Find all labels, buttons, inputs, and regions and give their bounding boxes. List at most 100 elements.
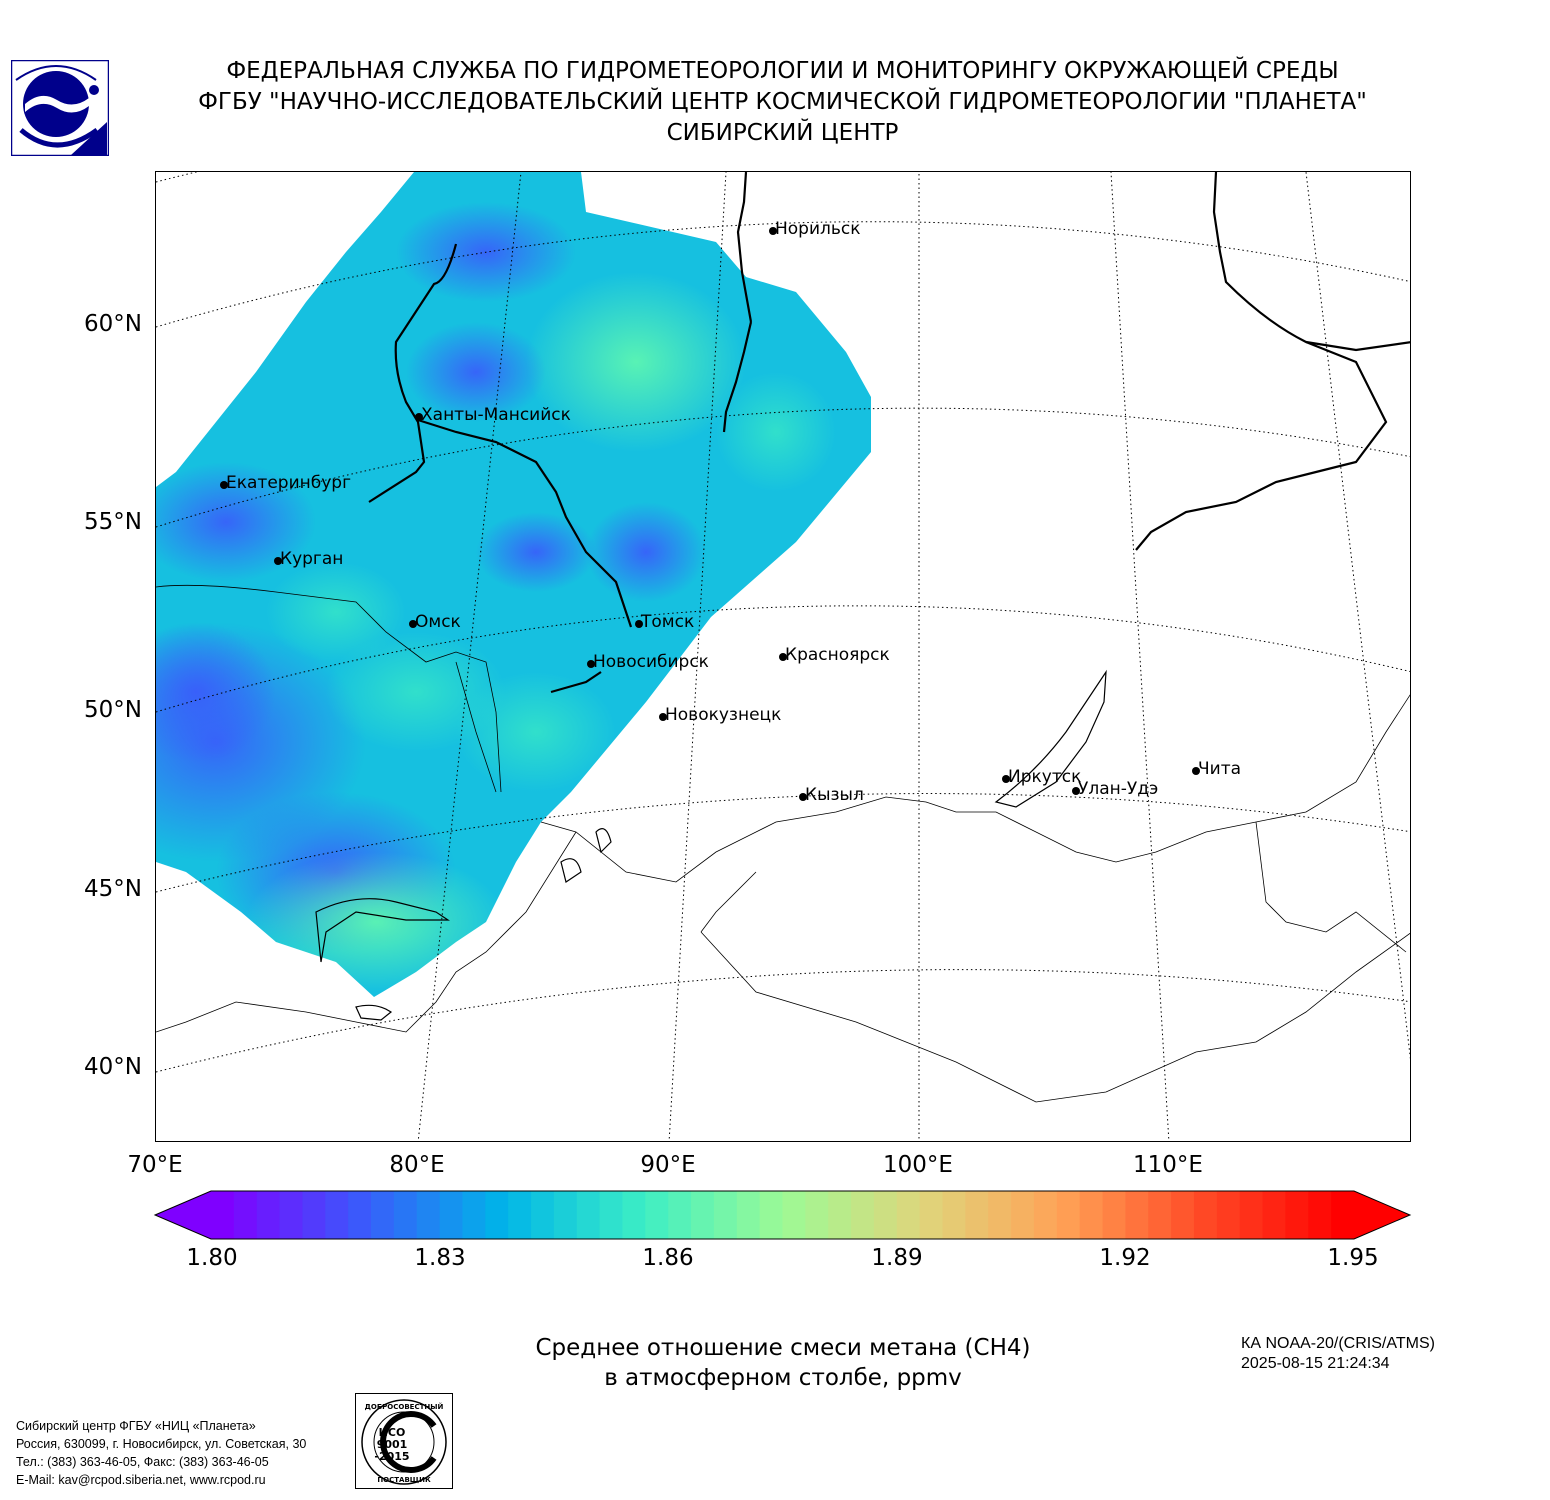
- satellite-name: КА NOAA-20/(CRIS/ATMS): [1241, 1335, 1435, 1352]
- iso-line-3: -2015: [374, 1450, 409, 1463]
- city-kurgan: Курган: [274, 549, 344, 569]
- city-label: Красноярск: [785, 645, 890, 665]
- colorbar-extend-min: [155, 1191, 211, 1239]
- colorbar-cell: [599, 1191, 624, 1239]
- colorbar-cell: [668, 1191, 692, 1239]
- footer-line-1: Сибирский центр ФГБУ «НИЦ «Планета»: [16, 1419, 256, 1433]
- city-tomsk: Томск: [635, 612, 694, 632]
- lat-label-60: 60°N: [84, 311, 142, 337]
- iso-line-1: ИСО: [379, 1426, 406, 1439]
- colorbar-cell: [851, 1191, 875, 1239]
- city-marker: [415, 413, 423, 421]
- iso-line-2: 9001: [377, 1438, 408, 1451]
- colorbar-cell: [622, 1191, 646, 1239]
- lon-label-90: 90°E: [640, 1152, 696, 1178]
- rivers: [368, 172, 1410, 694]
- lon-label-80: 80°E: [389, 1152, 445, 1178]
- methane-map: [155, 171, 1411, 1142]
- colorbar-cell: [736, 1191, 761, 1239]
- city-marker: [274, 557, 282, 565]
- footer-line-3: Тел.: (383) 363-46-05, Факс: (383) 363-4…: [16, 1455, 269, 1469]
- city-marker: [1002, 775, 1010, 783]
- city-marker: [409, 620, 417, 628]
- colorbar-cell: [1331, 1191, 1355, 1239]
- lat-label-40: 40°N: [84, 1054, 142, 1080]
- city-marker: [1072, 787, 1080, 795]
- city-label: Омск: [415, 612, 461, 632]
- city-label: Иркутск: [1008, 767, 1082, 787]
- colorbar-cell: [371, 1191, 395, 1239]
- colorbar-cell: [462, 1191, 486, 1239]
- city-novosibirsk: Новосибирск: [587, 652, 709, 672]
- colorbar-cell: [1285, 1191, 1309, 1239]
- city-kyzyl: Кызыл: [799, 785, 864, 805]
- colorbar-extend-max: [1354, 1191, 1410, 1239]
- borders: [156, 584, 1410, 1103]
- caption-line-1: Среднее отношение смеси метана (CH4): [535, 1335, 1031, 1361]
- colorbar-cell: [1171, 1191, 1195, 1239]
- city-marker: [220, 481, 228, 489]
- footer-line-2: Россия, 630099, г. Новосибирск, ул. Сове…: [16, 1437, 307, 1451]
- colorbar-cell: [325, 1191, 349, 1239]
- satellite-info: КА NOAA-20/(CRIS/ATMS) 2025-08-15 21:24:…: [1241, 1334, 1435, 1374]
- colorbar-cell: [759, 1191, 784, 1239]
- colorbar-cell: [713, 1191, 738, 1239]
- iso-bottom-text: ПОСТАВЩИК: [377, 1476, 431, 1484]
- colorbar-cell: [531, 1191, 555, 1239]
- lon-label-100: 100°E: [883, 1152, 953, 1178]
- colorbar-cell: [691, 1191, 715, 1239]
- colorbar-cell: [302, 1191, 326, 1239]
- city-marker: [769, 227, 777, 235]
- colorbar-cell: [1148, 1191, 1172, 1239]
- colorbar-cell: [896, 1191, 921, 1239]
- colorbar-cell: [919, 1191, 944, 1239]
- satellite-timestamp: 2025-08-15 21:24:34: [1241, 1355, 1390, 1372]
- colorbar-cell: [485, 1191, 509, 1239]
- graticule: [156, 172, 1410, 1141]
- colorbar-cell: [508, 1191, 532, 1239]
- iso-top-text: ДОБРОСОВЕСТНЫЙ: [365, 1402, 444, 1411]
- colorbar-cell: [988, 1191, 1012, 1239]
- colorbar-tick: 1.83: [414, 1245, 466, 1271]
- city-yekaterinburg: Екатеринбург: [220, 473, 352, 493]
- colorbar-cell: [965, 1191, 989, 1239]
- header-line-2: ФГБУ "НАУЧНО-ИССЛЕДОВАТЕЛЬСКИЙ ЦЕНТР КОС…: [198, 89, 1367, 115]
- colorbar-cell: [233, 1191, 258, 1239]
- colorbar-cell: [439, 1191, 464, 1239]
- header-line-1: ФЕДЕРАЛЬНАЯ СЛУЖБА ПО ГИДРОМЕТЕОРОЛОГИИ …: [226, 58, 1339, 84]
- city-label: Екатеринбург: [226, 473, 352, 493]
- colorbar-cell: [1308, 1191, 1332, 1239]
- colorbar-cell: [553, 1191, 578, 1239]
- lakes: [315, 669, 1107, 1021]
- city-marker: [587, 660, 595, 668]
- colorbar-cell: [873, 1191, 898, 1239]
- colorbar-tick: 1.92: [1099, 1245, 1151, 1271]
- colorbar-cell: [1079, 1191, 1104, 1239]
- colorbar-cell: [828, 1191, 852, 1239]
- colorbar-cell: [1125, 1191, 1149, 1239]
- colorbar-cell: [1033, 1191, 1058, 1239]
- city-label: Ханты-Мансийск: [421, 405, 571, 425]
- city-marker: [779, 653, 787, 661]
- lat-label-55: 55°N: [84, 509, 142, 535]
- city-marker: [1192, 767, 1200, 775]
- map-caption: Среднее отношение смеси метана (CH4) в а…: [440, 1333, 1126, 1393]
- colorbar-cell: [576, 1191, 601, 1239]
- city-label: Улан-Удэ: [1078, 779, 1159, 799]
- colorbar-cell: [1011, 1191, 1035, 1239]
- city-label: Новосибирск: [593, 652, 709, 672]
- city-label: Курган: [280, 549, 344, 569]
- colorbar-cell: [645, 1191, 669, 1239]
- caption-line-2: в атмосферном столбе, ppmv: [604, 1365, 962, 1391]
- colorbar-tick: 1.86: [642, 1245, 694, 1271]
- colorbar-tick: 1.80: [186, 1245, 238, 1271]
- lon-label-110: 110°E: [1133, 1152, 1203, 1178]
- colorbar-tick: 1.95: [1327, 1245, 1379, 1271]
- colorbar-cell: [1262, 1191, 1287, 1239]
- lon-label-70: 70°E: [127, 1152, 183, 1178]
- city-novokuznetsk: Новокузнецк: [659, 705, 781, 725]
- colorbar-cell: [1193, 1191, 1218, 1239]
- city-marker: [635, 620, 643, 628]
- colorbar-cell: [942, 1191, 966, 1239]
- colorbar-cell: [256, 1191, 281, 1239]
